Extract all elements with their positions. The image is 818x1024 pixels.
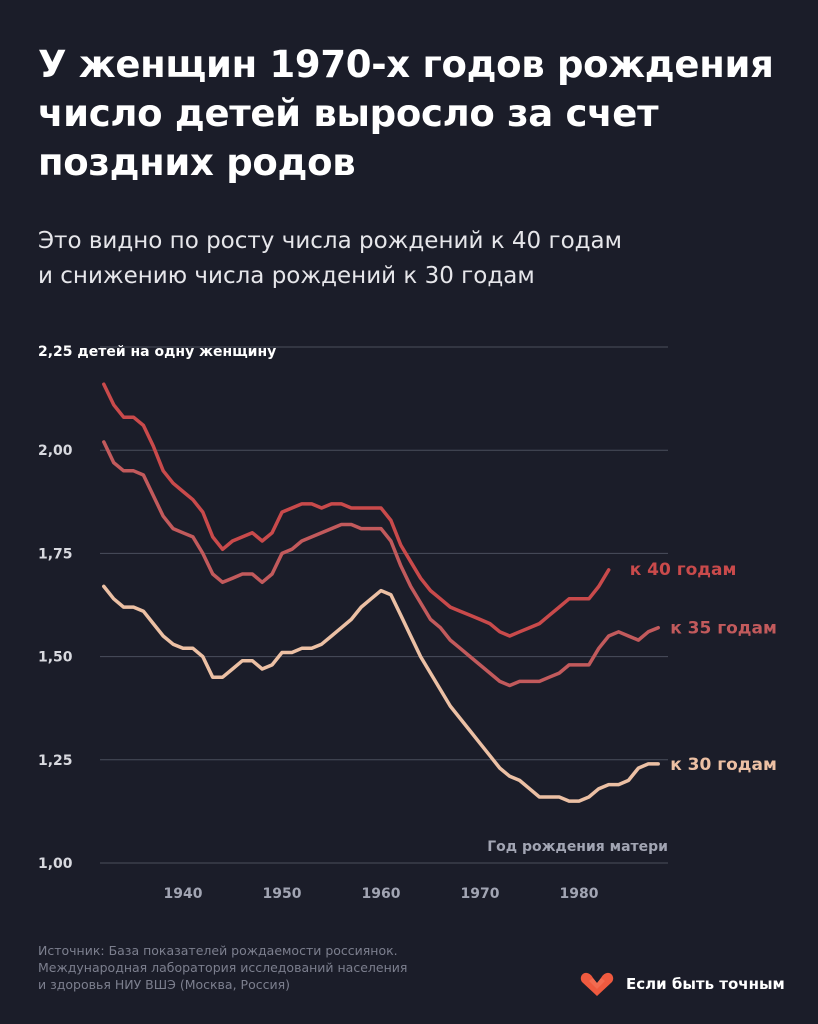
series-label: к 40 годам [630, 560, 737, 580]
y-tick-label: 1,75 [38, 546, 73, 562]
chart-subtitle: Это видно по росту числа рождений к 40 г… [38, 224, 798, 294]
x-axis-label: Год рождения матери [487, 839, 668, 855]
y-tick-label: 1,00 [38, 856, 73, 872]
series-label: к 30 годам [670, 755, 777, 775]
y-tick-label: 1,25 [38, 753, 73, 769]
subtitle-line: и снижению числа рождений к 30 годам [38, 263, 535, 289]
source-line: Источник: База показателей рождаемости р… [38, 943, 398, 958]
heart-icon [580, 972, 614, 996]
y-tick-label: 2,00 [38, 443, 73, 459]
title-line: число детей выросло за счет [38, 92, 659, 135]
chart-title: У женщин 1970-х годов рождения число дет… [38, 40, 798, 187]
series-labels: к 40 годам к 35 годам к 30 годам [630, 560, 777, 775]
title-line: поздних родов [38, 141, 356, 184]
series-line [102, 382, 611, 638]
source-line: и здоровья НИУ ВШЭ (Москва, Россия) [38, 977, 290, 992]
y-axis-unit-label: 2,25 детей на одну женщину [38, 344, 276, 360]
subtitle-line: Это видно по росту числа рождений к 40 г… [38, 228, 622, 254]
grid-lines [100, 346, 668, 864]
series-lines [102, 382, 660, 803]
series-line [102, 440, 660, 688]
source-note: Источник: База показателей рождаемости р… [38, 942, 558, 993]
title-line: У женщин 1970-х годов рождения [38, 43, 774, 86]
brand-name: Если быть точным [626, 975, 785, 993]
line-chart: 2,00 1,75 1,50 1,25 1,00 1940 1950 1960 1970 198… [38, 344, 777, 902]
y-tick-label: 1,50 [38, 650, 73, 666]
source-line: Международная лаборатория исследований н… [38, 960, 408, 975]
series-label: к 35 годам [670, 619, 777, 639]
x-axis-ticks: 1940 1950 1960 1970 1980 [164, 886, 599, 902]
x-tick-label: 1980 [560, 886, 599, 902]
series-line [102, 584, 660, 803]
x-tick-label: 1960 [362, 886, 401, 902]
y-axis-ticks: 2,00 1,75 1,50 1,25 1,00 [38, 443, 73, 872]
x-tick-label: 1940 [164, 886, 203, 902]
brand-logo: Если быть точным [580, 966, 785, 1002]
x-tick-label: 1950 [263, 886, 302, 902]
x-tick-label: 1970 [461, 886, 500, 902]
